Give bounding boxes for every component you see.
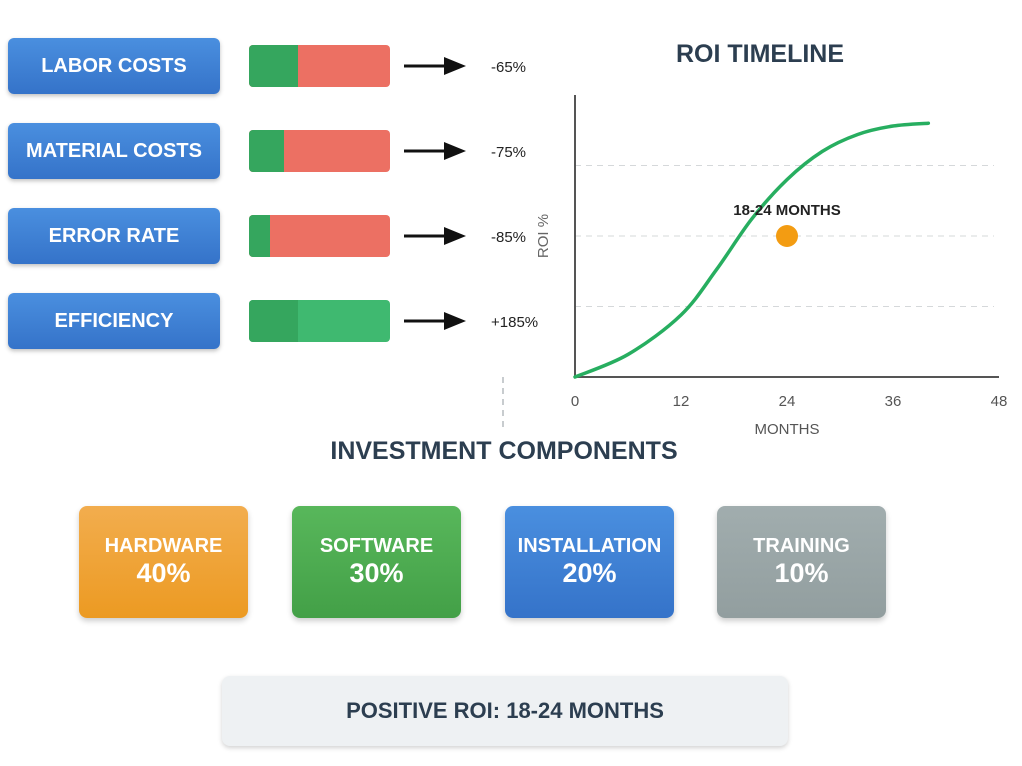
efficiency-button[interactable]: EFFICIENCY (8, 293, 220, 349)
arrow-right-icon (404, 227, 466, 245)
labor-costs-change: -65% (491, 59, 527, 76)
error-rate-bar-fill (249, 215, 271, 257)
material-costs-bar (249, 130, 390, 172)
hardware-card[interactable]: HARDWARE 40% (79, 506, 248, 618)
x-tick-label: 24 (779, 393, 796, 410)
hardware-percent: 40% (136, 558, 191, 588)
positive-roi-summary: POSITIVE ROI: 18-24 MONTHS (222, 676, 788, 746)
x-axis-label: MONTHS (755, 421, 820, 438)
installation-label: INSTALLATION (517, 535, 662, 557)
labor-costs-button[interactable]: LABOR COSTS (8, 38, 220, 94)
arrow-right-icon (404, 57, 466, 75)
error-rate-button[interactable]: ERROR RATE (8, 208, 220, 264)
roi-curve (573, 121, 931, 379)
breakeven-marker (776, 225, 798, 247)
labor-costs-bar (249, 45, 390, 87)
error-rate-bar (249, 215, 390, 257)
material-costs-change: -75% (491, 144, 527, 161)
chart-title: ROI TIMELINE (675, 40, 845, 68)
investment-components-title: INVESTMENT COMPONENTS (330, 437, 678, 465)
material-costs-bar-fill (249, 130, 285, 172)
arrow-right-icon (404, 312, 466, 330)
x-tick-label: 48 (991, 393, 1008, 410)
breakeven-label: 18-24 MONTHS (733, 202, 841, 219)
software-percent: 30% (349, 558, 404, 588)
x-tick-label: 36 (885, 393, 902, 410)
efficiency-bar-fill (249, 300, 299, 342)
software-card[interactable]: SOFTWARE 30% (292, 506, 461, 618)
error-rate-change: -85% (491, 229, 527, 246)
efficiency-change: +185% (491, 314, 539, 331)
efficiency-bar (249, 300, 390, 342)
labor-costs-bar-fill (249, 45, 299, 87)
training-card[interactable]: TRAINING 10% (717, 506, 886, 618)
software-label: SOFTWARE (319, 535, 434, 557)
arrow-right-icon (404, 142, 466, 160)
x-tick-label: 0 (571, 393, 579, 410)
x-tick-label: 12 (673, 393, 690, 410)
y-axis-label: ROI % (535, 214, 552, 258)
installation-percent: 20% (562, 558, 617, 588)
hardware-label: HARDWARE (104, 535, 223, 557)
material-costs-button[interactable]: MATERIAL COSTS (8, 123, 220, 179)
training-label: TRAINING (753, 535, 850, 557)
installation-card[interactable]: INSTALLATION 20% (505, 506, 674, 618)
training-percent: 10% (774, 558, 829, 588)
